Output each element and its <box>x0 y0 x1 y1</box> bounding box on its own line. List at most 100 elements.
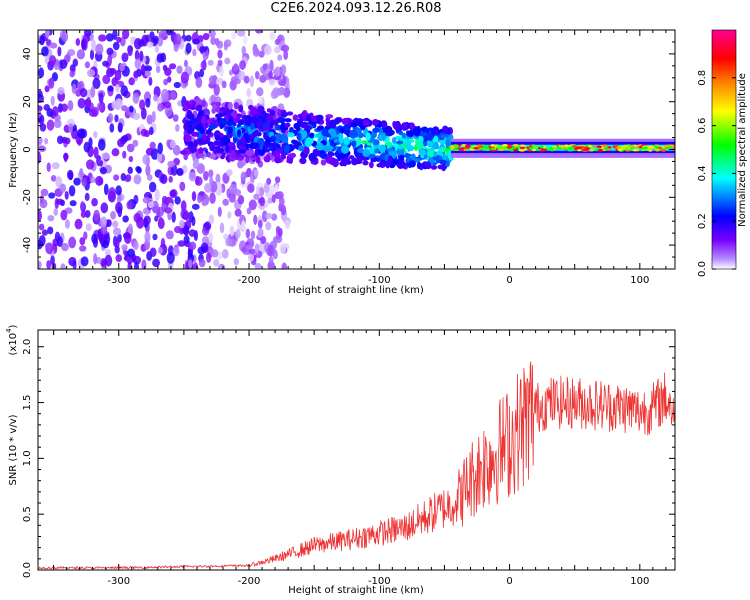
spectrogram-noise-mark <box>263 183 270 194</box>
spectrogram-band-mark <box>409 122 415 131</box>
spectrogram-noise-mark <box>225 237 232 247</box>
snr-y-tick-label: 0.0 <box>22 562 33 578</box>
spectrogram-band-mark <box>367 153 376 159</box>
spectrogram-noise-mark <box>41 229 48 236</box>
spectrogram-band-mark <box>200 115 207 125</box>
spectrogram-band-mark <box>430 164 438 170</box>
spectrogram-band-mark <box>217 139 226 147</box>
spectrogram-noise-mark <box>120 85 129 97</box>
spectrogram-band-mark <box>343 136 351 146</box>
spectrogram-noise-mark <box>157 246 163 255</box>
spectrogram-noise-mark <box>110 210 117 220</box>
spectrogram-noise-mark <box>260 236 267 245</box>
spectrogram-noise-mark <box>169 63 177 70</box>
spectrogram-band-mark <box>373 148 380 154</box>
spectrogram-noise-mark <box>38 235 46 246</box>
spectrogram-noise-mark <box>100 202 109 214</box>
spectrogram-noise-mark <box>164 207 173 214</box>
spectrogram-noise-mark <box>53 119 62 129</box>
spectrogram-line-mark <box>630 147 634 150</box>
spectrogram-line-mark <box>668 146 672 149</box>
spectrogram-noise-mark <box>253 193 260 200</box>
spectrogram-noise-mark <box>102 74 111 85</box>
spectrogram-x-tick-label: 0 <box>506 275 512 286</box>
spectrogram-noise-mark <box>50 95 55 106</box>
spectrogram-noise-mark <box>68 236 77 249</box>
spectrogram-noise-mark <box>229 183 238 195</box>
spectrogram-noise-mark <box>132 92 140 104</box>
spectrogram-noise-mark <box>169 139 177 149</box>
spectrogram-noise-mark <box>122 30 130 40</box>
spectrogram-noise-mark <box>264 200 269 208</box>
colorbar-tick-label: 0.6 <box>697 118 708 134</box>
spectrogram-band-mark <box>404 152 411 159</box>
spectrogram-noise-mark <box>128 155 134 163</box>
spectrogram-band-mark <box>195 104 203 111</box>
spectrogram-noise-mark <box>201 199 207 207</box>
spectrogram-noise-mark <box>241 45 246 56</box>
spectrogram-noise-mark <box>264 44 272 56</box>
spectrogram-noise-mark <box>83 141 91 153</box>
spectrogram-noise-mark <box>102 240 109 249</box>
spectrogram-noise-mark <box>183 59 188 68</box>
spectrogram-band-mark <box>325 117 331 123</box>
spectrogram-noise-mark <box>61 242 69 252</box>
spectrogram-noise-mark <box>283 49 289 60</box>
spectrogram-line-mark <box>555 146 563 150</box>
spectrogram-noise-mark <box>116 195 122 203</box>
spectrogram-band-mark <box>209 153 217 160</box>
spectrogram-noise-mark <box>79 87 88 98</box>
spectrogram-noise-mark <box>125 174 132 182</box>
spectrogram-noise-mark <box>114 70 122 81</box>
spectrogram-noise-mark <box>133 174 142 185</box>
spectrogram-band-mark <box>408 160 416 168</box>
spectrogram-band-mark <box>258 115 264 121</box>
snr-marks <box>38 361 675 570</box>
spectrogram-noise-mark <box>86 97 92 109</box>
spectrogram-x-tick-label: 100 <box>630 275 649 286</box>
spectrogram-band-mark <box>249 122 255 131</box>
spectrogram-band-mark <box>342 124 351 132</box>
snr-x-tick-label: -200 <box>238 576 261 587</box>
spectrogram-band-mark <box>275 133 283 142</box>
spectrogram-noise-mark <box>209 176 214 186</box>
spectrogram-noise-mark <box>45 242 53 249</box>
spectrogram-line-mark <box>623 144 628 148</box>
spectrogram-band-mark <box>319 152 327 159</box>
spectrogram-noise-mark <box>191 191 197 202</box>
spectrogram-noise-mark <box>115 201 123 214</box>
spectrogram-noise-mark <box>156 53 164 63</box>
spectrogram-noise-mark <box>267 260 275 269</box>
spectrogram-line-mark <box>587 144 593 148</box>
spectrogram-noise-mark <box>46 119 55 131</box>
spectrogram-band-mark <box>179 150 188 155</box>
colorbar-tick-label: 0.2 <box>697 213 708 229</box>
spectrogram-noise-mark <box>234 208 242 217</box>
spectrogram-noise-mark <box>177 240 186 247</box>
spectrogram-noise-mark <box>112 220 119 228</box>
spectrogram-noise-mark <box>50 175 57 182</box>
spectrogram-noise-mark <box>122 215 129 223</box>
spectrogram-noise-mark <box>88 108 98 117</box>
spectrogram-band-mark <box>248 135 254 143</box>
spectrogram-band-mark <box>251 142 260 149</box>
spectrogram-noise-mark <box>127 261 132 269</box>
spectrogram-noise-mark <box>157 103 164 112</box>
spectrogram-line-mark <box>539 145 544 149</box>
spectrogram-band-mark <box>351 157 358 166</box>
spectrogram-noise-mark <box>111 148 120 157</box>
spectrogram-noise-mark <box>75 38 81 46</box>
spectrogram-noise-mark <box>210 249 219 258</box>
spectrogram-noise-mark <box>40 188 49 197</box>
spectrogram-noise-mark <box>241 246 247 253</box>
spectrogram-noise-mark <box>107 85 114 92</box>
spectrogram-noise-mark <box>91 39 96 52</box>
spectrogram-band-mark <box>254 129 260 137</box>
spectrogram-band-mark <box>198 153 205 159</box>
spectrogram-line-mark <box>490 147 496 151</box>
spectrogram-noise-mark <box>102 60 109 67</box>
spectrogram-noise-mark <box>154 188 160 201</box>
spectrogram-band-mark <box>362 149 371 158</box>
snr-scale-exponent: 4 <box>5 328 13 333</box>
spectrogram-noise-mark <box>276 87 285 96</box>
